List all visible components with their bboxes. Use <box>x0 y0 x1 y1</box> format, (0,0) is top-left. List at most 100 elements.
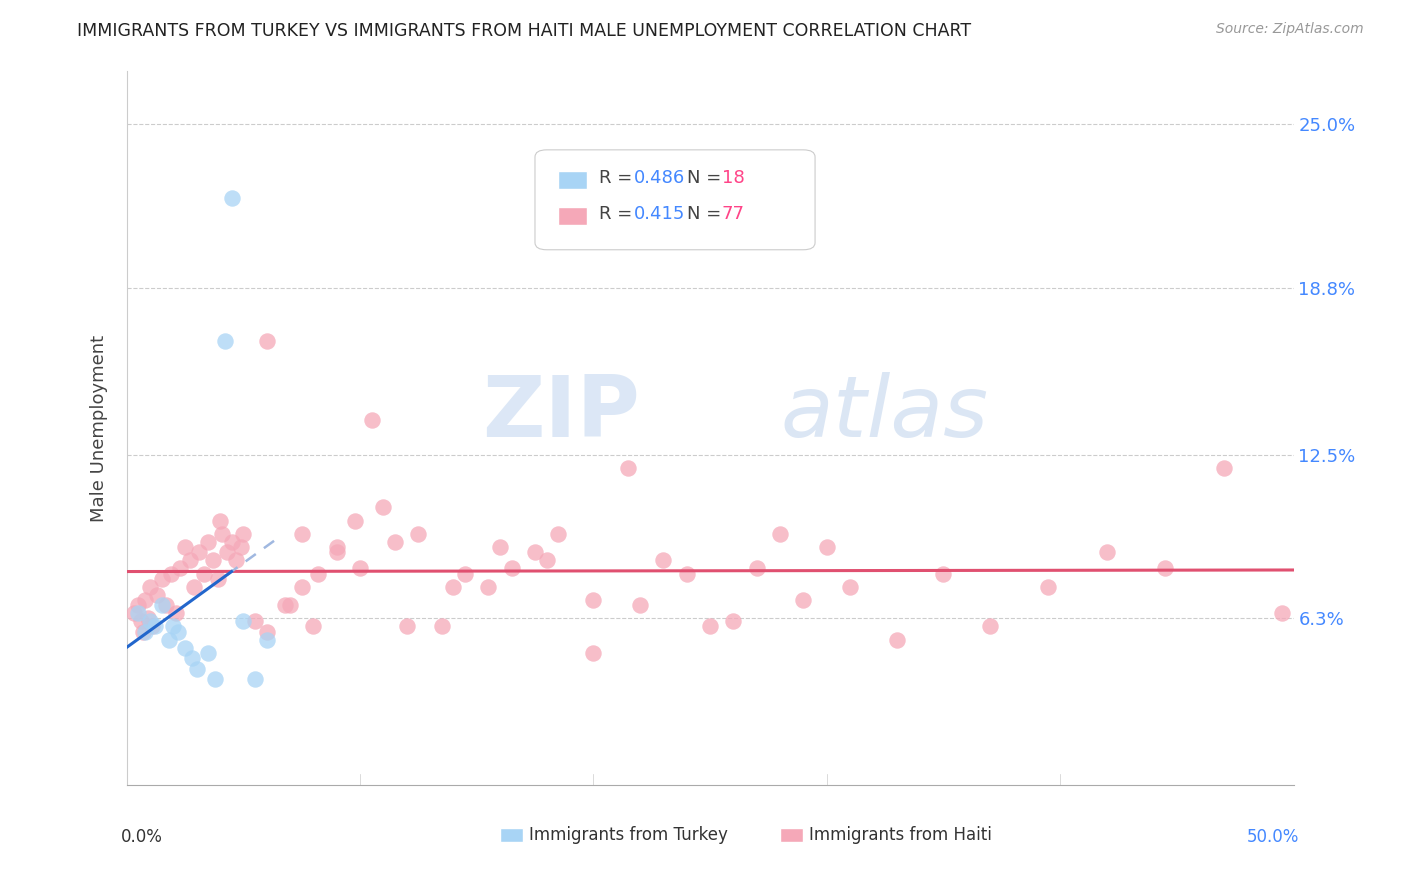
Point <box>141 619 163 633</box>
Point <box>134 624 156 639</box>
Point <box>162 619 184 633</box>
Text: 0.0%: 0.0% <box>121 828 163 846</box>
Text: Immigrants from Turkey: Immigrants from Turkey <box>529 826 728 844</box>
Point <box>815 540 838 554</box>
Point <box>792 593 814 607</box>
Point <box>256 334 278 348</box>
Point <box>169 561 191 575</box>
Point <box>290 527 312 541</box>
Point <box>274 599 297 613</box>
Point <box>1271 606 1294 620</box>
Point <box>146 588 169 602</box>
Point <box>136 611 159 625</box>
Point <box>197 646 219 660</box>
Text: R =: R = <box>599 205 638 223</box>
Point <box>129 614 152 628</box>
Text: N =: N = <box>686 169 727 187</box>
Text: Source: ZipAtlas.com: Source: ZipAtlas.com <box>1216 22 1364 37</box>
Point <box>221 191 243 205</box>
Point <box>360 413 382 427</box>
Point <box>215 545 238 559</box>
Text: 0.415: 0.415 <box>634 205 686 223</box>
Point <box>139 580 162 594</box>
Point <box>278 599 301 613</box>
Point <box>325 545 347 559</box>
Point <box>652 553 675 567</box>
Bar <box>501 828 523 842</box>
Point <box>187 545 209 559</box>
Point <box>229 540 252 554</box>
Point <box>208 514 231 528</box>
Point <box>699 619 721 633</box>
Point <box>232 527 254 541</box>
Point <box>617 460 640 475</box>
Point <box>167 624 190 639</box>
Point <box>344 514 367 528</box>
Point <box>143 619 166 633</box>
Point <box>1212 460 1234 475</box>
Point <box>628 599 651 613</box>
Point <box>745 561 768 575</box>
Point <box>211 527 233 541</box>
Point <box>523 545 546 559</box>
Text: 0.486: 0.486 <box>634 169 686 187</box>
Point <box>886 632 908 647</box>
Point <box>489 540 512 554</box>
Point <box>1154 561 1177 575</box>
Point <box>139 614 162 628</box>
Point <box>150 599 173 613</box>
Point <box>979 619 1001 633</box>
Point <box>183 580 205 594</box>
Text: 77: 77 <box>721 205 745 223</box>
Text: IMMIGRANTS FROM TURKEY VS IMMIGRANTS FROM HAITI MALE UNEMPLOYMENT CORRELATION CH: IMMIGRANTS FROM TURKEY VS IMMIGRANTS FRO… <box>77 22 972 40</box>
FancyBboxPatch shape <box>534 150 815 250</box>
Point <box>179 553 201 567</box>
Point <box>582 646 605 660</box>
Point <box>186 662 208 676</box>
Point <box>243 614 266 628</box>
Text: Immigrants from Haiti: Immigrants from Haiti <box>810 826 993 844</box>
Text: 18: 18 <box>721 169 744 187</box>
Point <box>932 566 955 581</box>
Point <box>122 606 145 620</box>
Point <box>1095 545 1118 559</box>
Point <box>441 580 464 594</box>
Point <box>127 606 149 620</box>
Text: 50.0%: 50.0% <box>1247 828 1299 846</box>
Point <box>155 599 177 613</box>
Point <box>160 566 183 581</box>
Point <box>243 672 266 686</box>
Y-axis label: Male Unemployment: Male Unemployment <box>90 334 108 522</box>
Point <box>536 553 558 567</box>
Point <box>325 540 347 554</box>
Point <box>214 334 236 348</box>
Point <box>373 500 395 515</box>
Text: ZIP: ZIP <box>482 372 640 456</box>
Point <box>839 580 862 594</box>
Point <box>349 561 371 575</box>
Bar <box>780 828 803 842</box>
Point <box>302 619 325 633</box>
Point <box>675 566 697 581</box>
Point <box>221 534 243 549</box>
Point <box>127 599 149 613</box>
Point <box>232 614 254 628</box>
Point <box>256 632 278 647</box>
Point <box>477 580 499 594</box>
Point <box>225 553 247 567</box>
Point <box>408 527 430 541</box>
Point <box>201 553 224 567</box>
Point <box>256 624 278 639</box>
Point <box>501 561 523 575</box>
Point <box>582 593 605 607</box>
Point <box>207 572 229 586</box>
Point <box>547 527 569 541</box>
Point <box>204 672 226 686</box>
Text: atlas: atlas <box>780 372 988 456</box>
Point <box>290 580 312 594</box>
Point <box>134 593 156 607</box>
Point <box>132 624 155 639</box>
Point <box>193 566 215 581</box>
Text: N =: N = <box>686 205 727 223</box>
Point <box>174 540 197 554</box>
